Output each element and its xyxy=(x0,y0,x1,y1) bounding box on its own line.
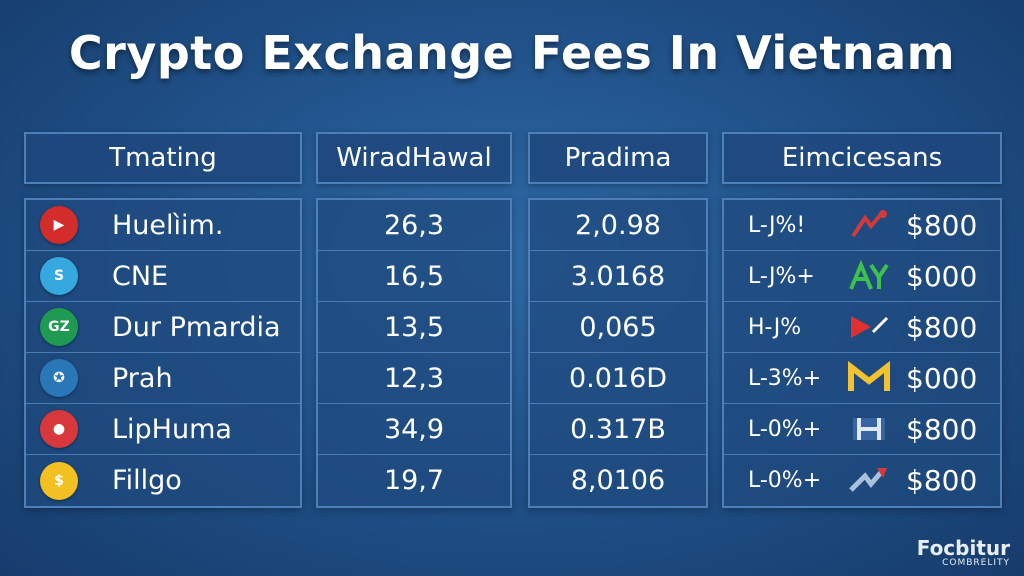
table-row: S CNE xyxy=(26,251,300,302)
column-body: ▶ Huelìim. S CNE GZ Dur Pmardia ✪ Prah ● LipHuma $… xyxy=(24,198,302,508)
exchange-name: Fillgo xyxy=(112,465,182,496)
table-row: GZ Dur Pmardia xyxy=(26,302,300,353)
fee-value: L-J%+ xyxy=(748,263,815,289)
table-row: 12,3 xyxy=(318,353,510,404)
red-triangle-icon xyxy=(838,307,900,347)
table-row: 34,9 xyxy=(318,404,510,455)
green-ay-icon xyxy=(838,256,900,296)
table-row: ● LipHuma xyxy=(26,404,300,455)
table-row: 19,7 xyxy=(318,455,510,506)
amount-value: $800 xyxy=(906,464,978,497)
amount-value: $000 xyxy=(906,361,978,395)
header-cell: Pradima xyxy=(528,132,708,184)
page-title: Crypto Exchange Fees In Vietnam xyxy=(68,26,956,80)
fee-value: H-J% xyxy=(748,314,802,340)
table-row: L-3%+ $000 xyxy=(724,353,1000,404)
play-icon: ▶ xyxy=(40,206,78,244)
table-row: L-J%! $800 xyxy=(724,200,1000,251)
pradima-value: 0.317B xyxy=(570,413,666,445)
blue-h-icon xyxy=(838,409,900,449)
table-row: 13,5 xyxy=(318,302,510,353)
watermark-logo: Focbitur COMBRELITY xyxy=(917,536,1010,568)
watermark-line2: COMBRELITY xyxy=(942,558,1010,568)
column-body: 2,0.98 3.0168 0,065 0.016D 0.317B 8,0106 xyxy=(528,198,708,508)
withdrawal-value: 16,5 xyxy=(383,260,445,292)
amount-value: $000 xyxy=(906,259,978,293)
withdrawal-value: 12,3 xyxy=(383,362,445,394)
exchange-name: Huelìim. xyxy=(112,209,224,241)
table-row: 3.0168 xyxy=(530,251,706,302)
table-row: H-J% $800 xyxy=(724,302,1000,353)
table-row: ✪ Prah xyxy=(26,353,300,404)
header-cell: Tmating xyxy=(24,132,302,184)
table-row: $ Fillgo xyxy=(26,455,300,506)
column-fees: Eimcicesans L-J%! $800 L-J%+ $000 H-J% $800 L-… xyxy=(722,132,1002,508)
exchange-name: LipHuma xyxy=(112,413,232,445)
red-arrow-icon xyxy=(838,205,900,245)
circle-icon: ● xyxy=(40,410,78,448)
pradima-value: 8,0106 xyxy=(570,465,666,496)
exchange-name: Dur Pmardia xyxy=(112,311,281,343)
withdrawal-value: 26,3 xyxy=(383,209,445,241)
fee-value: L-3%+ xyxy=(748,365,822,391)
yellow-m-icon xyxy=(838,358,900,398)
header-cell: Eimcicesans xyxy=(722,132,1002,184)
amount-value: $800 xyxy=(906,310,978,344)
pradima-value: 0,065 xyxy=(579,311,657,343)
column-withdrawal: WiradHawal 26,3 16,5 13,5 12,3 34,9 19,7 xyxy=(316,132,512,508)
table-row: 0.016D xyxy=(530,353,706,404)
table-row: 0,065 xyxy=(530,302,706,353)
watermark-line1: Focbitur xyxy=(916,536,1010,560)
table-row: ▶ Huelìim. xyxy=(26,200,300,251)
dollar-icon: $ xyxy=(40,461,78,500)
fee-value: L-J%! xyxy=(748,212,806,238)
table-row: 16,5 xyxy=(318,251,510,302)
column-exchange: Tmating ▶ Huelìim. S CNE GZ Dur Pmardia ✪ Prah ●… xyxy=(24,132,302,508)
amount-value: $800 xyxy=(906,208,978,242)
exchange-name: Prah xyxy=(112,362,173,394)
sonic-icon: S xyxy=(40,257,78,295)
gz-icon: GZ xyxy=(40,308,78,346)
column-body: L-J%! $800 L-J%+ $000 H-J% $800 L-3%+ $000 L-0%+… xyxy=(722,198,1002,508)
table-row: 0.317B xyxy=(530,404,706,455)
table-row: 8,0106 xyxy=(530,455,706,506)
table-row: L-J%+ $000 xyxy=(724,251,1000,302)
header-cell: WiradHawal xyxy=(316,132,512,184)
fee-value: L-0%+ xyxy=(748,468,822,493)
column-pradima: Pradima 2,0.98 3.0168 0,065 0.016D 0.317B 8,0… xyxy=(528,132,708,508)
withdrawal-value: 13,5 xyxy=(383,311,445,343)
withdrawal-value: 34,9 xyxy=(383,413,445,445)
pradima-value: 2,0.98 xyxy=(575,209,661,241)
pradima-value: 0.016D xyxy=(568,362,668,394)
table-row: 26,3 xyxy=(318,200,510,251)
table-row: 2,0.98 xyxy=(530,200,706,251)
table-row: L-0%+ $800 xyxy=(724,404,1000,455)
fee-value: L-0%+ xyxy=(748,416,822,442)
withdrawal-value: 19,7 xyxy=(383,465,445,496)
lion-icon: ✪ xyxy=(40,359,78,397)
amount-value: $800 xyxy=(906,412,978,446)
exchange-name: CNE xyxy=(112,260,169,292)
table-row: L-0%+ $800 xyxy=(724,455,1000,506)
column-body: 26,3 16,5 13,5 12,3 34,9 19,7 xyxy=(316,198,512,508)
pradima-value: 3.0168 xyxy=(570,260,666,292)
red-bolt-icon xyxy=(838,461,900,501)
